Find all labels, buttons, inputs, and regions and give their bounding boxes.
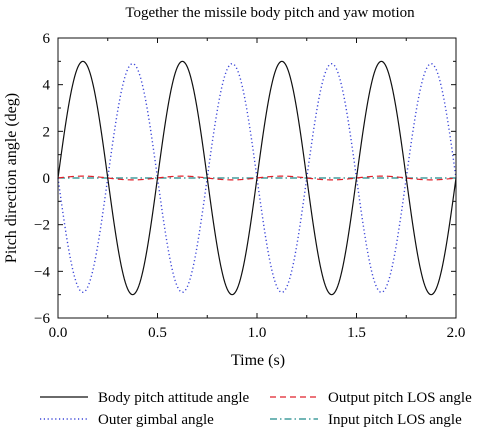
legend: Body pitch attitude angle Output pitch LO… bbox=[40, 390, 472, 428]
y-tick-label: −2 bbox=[34, 218, 50, 234]
series-line-outer-gimbal-angle bbox=[57, 62, 457, 294]
legend-label: Output pitch LOS angle bbox=[328, 390, 472, 406]
series-lines bbox=[57, 60, 457, 296]
y-tick-label: −6 bbox=[34, 311, 50, 327]
y-tick-labels: 6 4 2 0 −2 −4 −6 bbox=[34, 31, 50, 327]
x-tick-labels: 0.0 0.5 1.0 1.5 2.0 bbox=[49, 325, 466, 341]
y-tick-label: 0 bbox=[43, 171, 51, 187]
y-tick-label: −4 bbox=[34, 264, 50, 280]
series-line-body-pitch-attitude-angle bbox=[57, 60, 457, 296]
chart-title: Together the missile body pitch and yaw … bbox=[125, 5, 415, 21]
series-line-output-pitch-los-angle bbox=[57, 175, 457, 181]
legend-label: Outer gimbal angle bbox=[98, 412, 214, 428]
y-tick-label: 4 bbox=[43, 78, 51, 94]
legend-label: Body pitch attitude angle bbox=[98, 390, 250, 406]
y-tick-label: 2 bbox=[43, 124, 51, 140]
x-tick-label: 2.0 bbox=[447, 325, 466, 341]
legend-label: Input pitch LOS angle bbox=[328, 412, 462, 428]
x-tick-label: 0.0 bbox=[49, 325, 68, 341]
y-tick-label: 6 bbox=[43, 31, 51, 47]
x-tick-label: 0.5 bbox=[148, 325, 167, 341]
y-axis-label: Pitch direction angle (deg) bbox=[3, 93, 20, 263]
plot-frame bbox=[57, 37, 457, 319]
x-tick-label: 1.5 bbox=[347, 325, 366, 341]
x-tick-label: 1.0 bbox=[248, 325, 267, 341]
x-axis-label: Time (s) bbox=[231, 352, 285, 369]
